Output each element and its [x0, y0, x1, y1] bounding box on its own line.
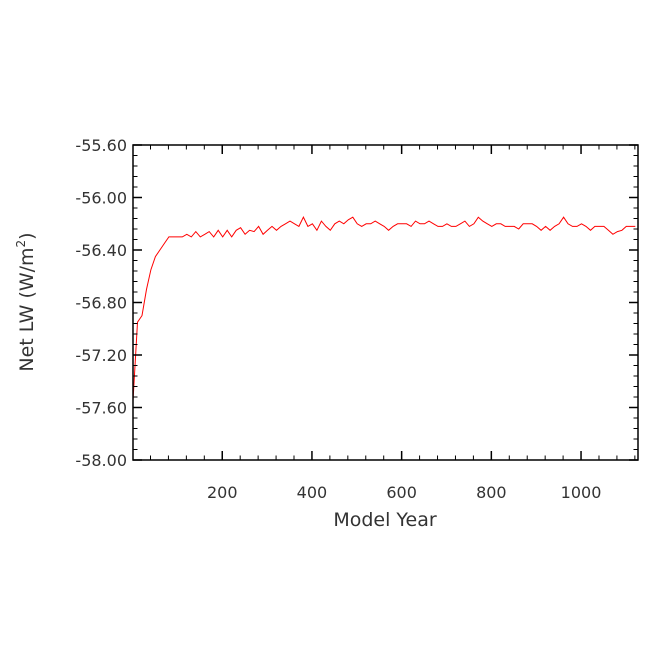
y-tick-label: -55.60	[75, 136, 127, 155]
y-axis-title-superscript: 2	[14, 240, 28, 248]
y-axis-title-close: )	[16, 232, 38, 239]
tick-label-layer: 200 400 600 800 1000 -58.00 -57.60 -57.20 -56.80…	[75, 136, 601, 502]
y-tick-label: -56.40	[75, 241, 127, 260]
x-tick-label: 1000	[561, 483, 602, 502]
y-tick-label: -58.00	[75, 451, 127, 470]
tick-layer	[133, 144, 638, 461]
x-tick-label: 600	[386, 483, 417, 502]
series-layer	[132, 216, 636, 401]
y-tick-label: -57.20	[75, 346, 127, 365]
series-line-0	[132, 216, 636, 401]
x-axis-title: Model Year	[333, 509, 437, 531]
x-tick-label: 200	[207, 483, 238, 502]
y-tick-label: -56.80	[75, 294, 127, 313]
x-tick-label: 400	[297, 483, 328, 502]
x-tick-label: 800	[476, 483, 507, 502]
y-axis-title-main: Net LW (W/m	[16, 247, 38, 371]
y-axis-title: Net LW (W/m2)	[14, 232, 38, 371]
y-tick-label: -56.00	[75, 189, 127, 208]
y-tick-label: -57.60	[75, 399, 127, 418]
